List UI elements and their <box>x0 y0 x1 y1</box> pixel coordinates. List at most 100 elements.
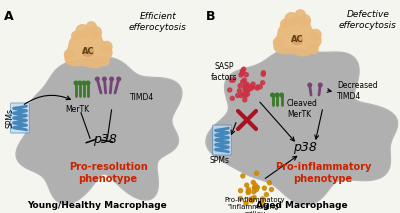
Text: Efficient
efferocytosis: Efficient efferocytosis <box>129 12 187 32</box>
Circle shape <box>244 84 248 88</box>
Circle shape <box>253 183 257 187</box>
Circle shape <box>78 81 82 85</box>
Text: TIMD4: TIMD4 <box>130 92 154 102</box>
Circle shape <box>238 189 242 193</box>
Circle shape <box>102 41 112 52</box>
Polygon shape <box>206 48 398 205</box>
Text: Pro-inflammatory
"inflammaging"
milieu: Pro-inflammatory "inflammaging" milieu <box>225 197 285 213</box>
Circle shape <box>251 85 255 89</box>
Circle shape <box>243 87 247 91</box>
Circle shape <box>260 197 264 201</box>
Circle shape <box>242 92 246 96</box>
Text: Pro-inflammatory
phenotype: Pro-inflammatory phenotype <box>275 162 371 184</box>
Circle shape <box>82 81 86 85</box>
Text: MerTK: MerTK <box>65 105 89 114</box>
Text: A: A <box>4 10 14 23</box>
Text: p38: p38 <box>93 134 117 147</box>
Circle shape <box>262 186 266 190</box>
Circle shape <box>252 190 256 194</box>
Circle shape <box>254 188 258 191</box>
Circle shape <box>274 37 283 47</box>
Polygon shape <box>16 57 182 204</box>
Circle shape <box>255 171 259 175</box>
Text: SPMs: SPMs <box>210 156 230 165</box>
Circle shape <box>242 67 246 71</box>
Circle shape <box>103 77 106 81</box>
Circle shape <box>241 174 245 178</box>
Text: Young/Healthy Macrophage: Young/Healthy Macrophage <box>27 200 167 210</box>
Circle shape <box>243 94 247 98</box>
Circle shape <box>281 20 289 28</box>
Circle shape <box>76 25 89 38</box>
Circle shape <box>239 73 243 77</box>
Circle shape <box>117 77 120 81</box>
Circle shape <box>242 78 246 82</box>
Circle shape <box>240 71 244 75</box>
Circle shape <box>228 88 232 92</box>
Polygon shape <box>274 17 321 56</box>
Circle shape <box>238 89 242 93</box>
Circle shape <box>240 69 244 73</box>
Circle shape <box>256 85 260 89</box>
Circle shape <box>255 185 259 189</box>
Circle shape <box>90 27 102 38</box>
Circle shape <box>243 98 247 102</box>
Circle shape <box>241 80 245 84</box>
Circle shape <box>251 82 255 86</box>
Text: AC: AC <box>291 36 303 45</box>
Circle shape <box>248 197 252 201</box>
Circle shape <box>246 187 250 191</box>
Circle shape <box>236 94 240 98</box>
Circle shape <box>100 56 109 66</box>
Circle shape <box>246 190 250 194</box>
Circle shape <box>245 89 249 93</box>
Circle shape <box>275 93 279 97</box>
Circle shape <box>231 78 235 82</box>
Circle shape <box>241 70 245 74</box>
Circle shape <box>251 197 255 201</box>
Text: Pro-resolution
phenotype: Pro-resolution phenotype <box>69 162 147 184</box>
Circle shape <box>243 84 247 88</box>
Ellipse shape <box>82 47 94 56</box>
Text: Cleaved
MerTK: Cleaved MerTK <box>287 99 318 119</box>
Circle shape <box>258 85 262 89</box>
Circle shape <box>245 183 249 187</box>
Circle shape <box>110 77 113 81</box>
Circle shape <box>318 83 322 87</box>
Circle shape <box>261 201 265 206</box>
Circle shape <box>253 186 257 190</box>
Polygon shape <box>65 29 112 68</box>
Circle shape <box>238 196 242 200</box>
Text: p38: p38 <box>293 141 317 154</box>
Circle shape <box>86 81 90 85</box>
Circle shape <box>247 87 251 91</box>
Text: AC: AC <box>82 47 94 56</box>
Circle shape <box>244 88 248 92</box>
Text: SASP
factors: SASP factors <box>211 62 237 82</box>
Text: Defective
efferocytosis: Defective efferocytosis <box>339 10 397 30</box>
Circle shape <box>261 72 265 76</box>
Circle shape <box>252 186 256 190</box>
Circle shape <box>72 32 80 40</box>
Circle shape <box>270 187 274 191</box>
Circle shape <box>295 10 305 20</box>
FancyBboxPatch shape <box>10 103 30 133</box>
Circle shape <box>230 78 234 82</box>
Circle shape <box>250 199 254 203</box>
Circle shape <box>244 83 248 87</box>
Text: Aged Macrophage: Aged Macrophage <box>256 200 348 210</box>
Circle shape <box>268 181 272 185</box>
Circle shape <box>253 186 257 190</box>
Circle shape <box>299 15 310 26</box>
Circle shape <box>74 81 78 85</box>
Circle shape <box>309 44 318 54</box>
Circle shape <box>230 96 234 100</box>
Circle shape <box>96 77 99 81</box>
Circle shape <box>64 50 74 59</box>
Circle shape <box>252 196 256 200</box>
Circle shape <box>254 186 258 190</box>
Ellipse shape <box>292 36 302 44</box>
Circle shape <box>251 180 255 184</box>
Circle shape <box>280 93 283 97</box>
Circle shape <box>308 83 312 87</box>
